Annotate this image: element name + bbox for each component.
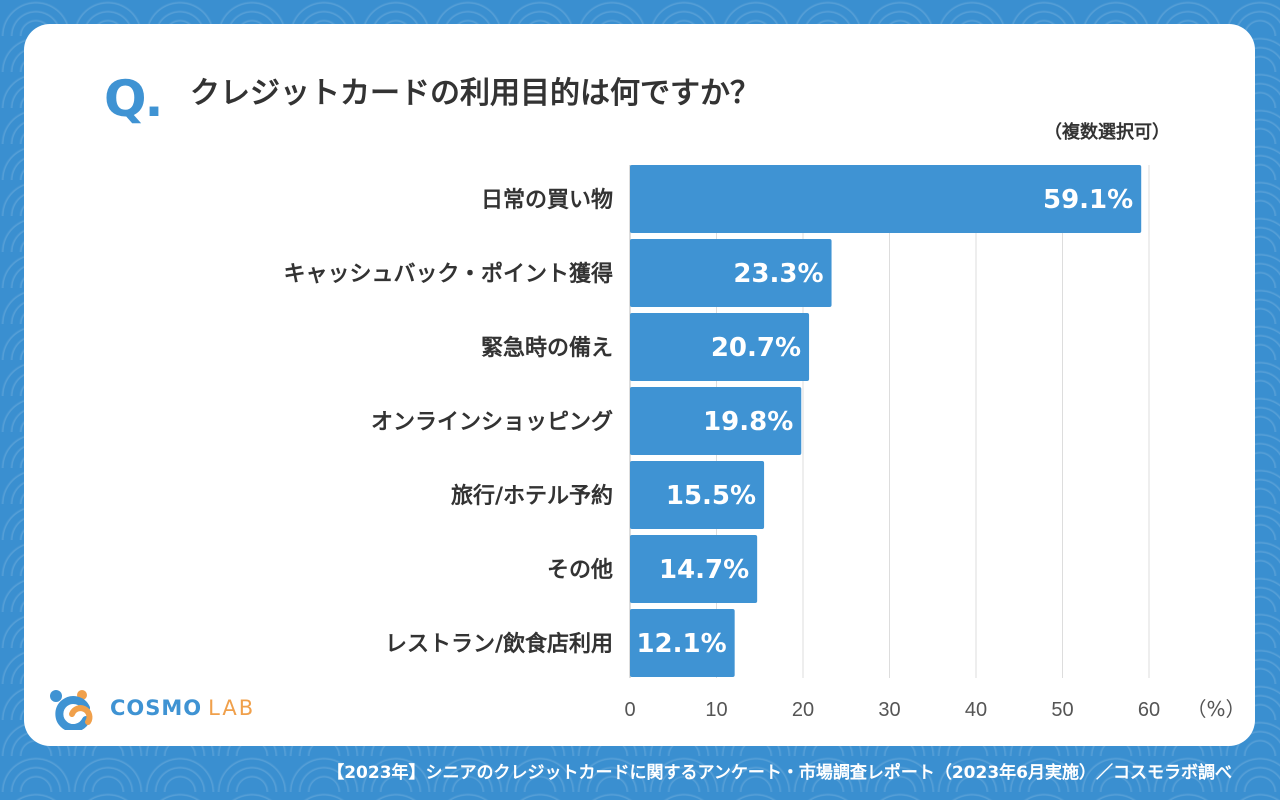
x-tick-label: 60 (1138, 699, 1160, 721)
bar-value-label: 19.8% (703, 407, 793, 437)
bar (630, 387, 802, 455)
bar-value-label: 20.7% (711, 333, 801, 363)
bar (630, 609, 735, 677)
bar (630, 239, 832, 307)
category-label: その他 (547, 558, 613, 583)
x-unit-label: （%） (1186, 697, 1245, 721)
chart-subtitle: （複数選択可） (1044, 122, 1170, 143)
logo-icon (50, 690, 93, 730)
bar-value-label: 59.1% (1043, 185, 1133, 215)
category-label: 緊急時の備え (481, 335, 613, 361)
category-label: レストラン/飲食店利用 (385, 631, 613, 657)
logo-lab-text: LAB (208, 696, 256, 720)
bar-value-label: 23.3% (733, 259, 823, 289)
category-label: 旅行/ホテル予約 (451, 483, 613, 509)
x-tick-label: 20 (792, 699, 814, 721)
category-label: キャッシュバック・ポイント獲得 (283, 261, 613, 287)
x-tick-label: 50 (1051, 699, 1073, 721)
x-tick-label: 30 (878, 699, 900, 721)
category-label: 日常の買い物 (481, 187, 613, 213)
x-tick-label: 0 (624, 699, 635, 721)
chart-title: クレジットカードの利用目的は何ですか？ (190, 76, 760, 111)
logo-cosmo-text: COSMO (110, 696, 203, 720)
x-tick-label: 10 (705, 699, 727, 721)
category-label: オンラインショッピング (371, 409, 613, 435)
source-footer: 【2023年】シニアのクレジットカードに関するアンケート・市場調査レポート（20… (327, 763, 1232, 783)
bar (630, 535, 758, 603)
bar (630, 461, 765, 529)
bar (630, 165, 1142, 233)
question-mark: Q. (104, 70, 163, 128)
bar (630, 313, 810, 381)
x-tick-label: 40 (965, 699, 987, 721)
bar-value-label: 12.1% (636, 629, 726, 659)
cosmo-lab-logo: COSMO LAB (46, 686, 255, 730)
bar-value-label: 14.7% (659, 555, 749, 585)
bar-value-label: 15.5% (666, 481, 756, 511)
